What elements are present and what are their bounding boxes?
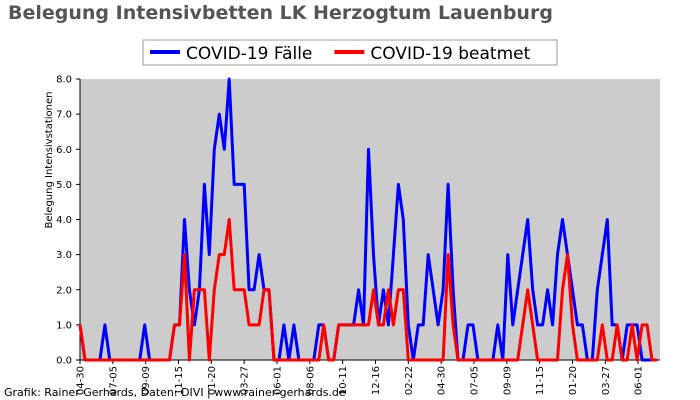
y-tick-label: 1.0: [56, 320, 72, 331]
x-tick-label: 07-05: [108, 366, 119, 395]
x-tick-label: 04-30: [437, 366, 448, 395]
y-tick-label: 5.0: [56, 180, 72, 191]
y-tick-label: 3.0: [56, 250, 72, 261]
x-tick-label: 11-15: [535, 366, 546, 395]
data-line: [78, 218, 657, 362]
y-tick-label: 0.0: [56, 356, 72, 367]
x-tick-label: 07-05: [469, 366, 480, 395]
y-tick-label: 2.0: [56, 285, 72, 296]
x-tick-label: 01-20: [568, 366, 579, 395]
x-tick-label: 09-09: [502, 366, 513, 395]
legend-label: COVID-19 Fälle: [186, 44, 312, 64]
footer: Grafik: Rainer Gerhards, Daten: DIVI | w…: [4, 386, 346, 399]
x-tick-label: 04-30: [76, 366, 87, 395]
x-tick-label: 10-11: [338, 366, 349, 395]
chart-title: Belegung Intensivbetten LK Herzogtum Lau…: [8, 2, 553, 24]
x-tick-label: 11-15: [174, 366, 185, 395]
x-tick-label: 06-01: [272, 366, 283, 395]
legend-label: COVID-19 beatmet: [370, 44, 530, 64]
y-tick-label: 6.0: [56, 145, 72, 156]
y-tick-label: 4.0: [56, 215, 72, 226]
x-tick-label: 02-22: [404, 366, 415, 395]
x-tick-label: 09-09: [141, 366, 152, 395]
y-tick-label: 7.0: [56, 110, 72, 121]
x-tick-label: 03-27: [240, 366, 251, 395]
x-tick-label: 01-20: [207, 366, 218, 395]
y-tick-label: 8.0: [56, 75, 72, 86]
y-axis-label: Belegung Intensivstationen: [44, 91, 55, 228]
x-tick-label: 06-01: [634, 366, 645, 395]
x-tick-label: 03-27: [601, 366, 612, 395]
x-tick-label: 08-06: [305, 366, 316, 395]
x-tick-label: 12-16: [371, 366, 382, 395]
